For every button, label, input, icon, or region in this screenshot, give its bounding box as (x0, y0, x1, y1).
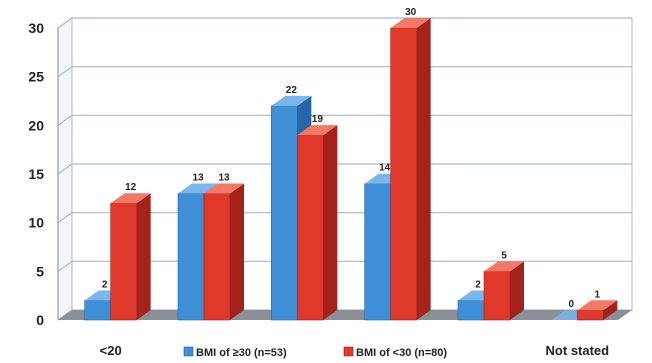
gridline (57, 260, 632, 272)
data-label: 13 (218, 172, 230, 183)
y-tick-label: 25 (28, 69, 44, 85)
data-label: 14 (379, 163, 391, 174)
data-label: 0 (569, 299, 575, 310)
bar (483, 261, 524, 321)
data-label: 22 (286, 85, 298, 96)
bar (390, 18, 431, 321)
category-label: <20 (100, 343, 122, 358)
legend-label: BMI of <30 (n=80) (356, 347, 447, 359)
data-label: 5 (501, 250, 507, 261)
legend: BMI of ≥30 (n=53) BMI of <30 (n=80) (183, 346, 447, 359)
y-tick-label: 10 (28, 215, 44, 231)
category-label: Not stated (546, 343, 610, 358)
legend-swatch (183, 346, 194, 357)
y-tick-label: 30 (28, 20, 44, 36)
bar (297, 125, 338, 321)
gridline (57, 17, 632, 29)
gridline (57, 163, 632, 175)
gridline (57, 212, 632, 224)
gridline (57, 66, 632, 78)
data-labels: 2 12 13 13 22 19 14 30 2 5 0 1 (102, 7, 601, 310)
bar (203, 183, 244, 321)
bar (110, 193, 151, 321)
bar (577, 300, 618, 321)
data-label: 1 (595, 289, 601, 300)
legend-item: BMI of ≥30 (n=53) (183, 346, 287, 359)
bars (84, 18, 618, 321)
data-label: 19 (312, 114, 324, 125)
data-label: 2 (475, 280, 481, 291)
data-label: 13 (192, 172, 204, 183)
legend-swatch (343, 346, 354, 357)
data-label: 30 (405, 7, 417, 18)
y-axis-ticks: 0 5 10 15 20 25 30 (28, 20, 44, 328)
legend-label: BMI of ≥30 (n=53) (196, 347, 287, 359)
gridline (57, 114, 632, 126)
y-tick-label: 15 (28, 166, 44, 182)
legend-item: BMI of <30 (n=80) (343, 346, 447, 359)
y-tick-label: 20 (28, 117, 44, 133)
x-axis-categories: <20 Not stated (100, 343, 610, 358)
data-label: 2 (102, 280, 108, 291)
y-tick-label: 0 (36, 312, 44, 328)
y-tick-label: 5 (36, 263, 44, 279)
data-label: 12 (125, 182, 137, 193)
